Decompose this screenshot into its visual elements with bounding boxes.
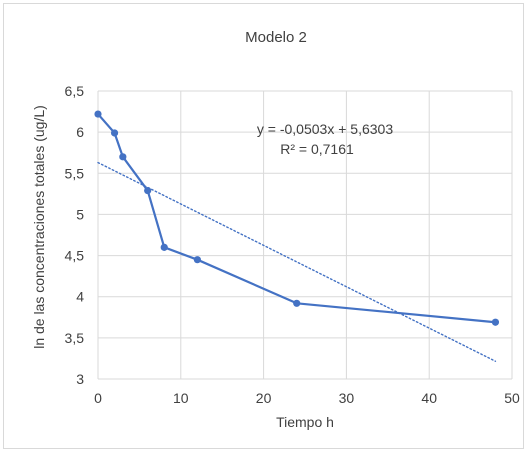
x-tick-label: 40 [421, 390, 437, 406]
x-tick-label: 20 [256, 390, 272, 406]
chart-title: Modelo 2 [245, 29, 307, 46]
series-layer [94, 110, 500, 326]
data-point [293, 299, 301, 307]
y-tick-label: 6,5 [65, 83, 85, 99]
y-tick-label: 4,5 [65, 248, 85, 264]
trendline [97, 161, 497, 362]
data-point [119, 153, 127, 161]
data-point [160, 243, 168, 251]
y-tick-label: 4 [76, 289, 84, 305]
y-tick-label: 5,5 [65, 165, 85, 181]
trendline-equation: y = -0,0503x + 5,6303 [257, 121, 393, 137]
x-tick-label: 50 [504, 390, 520, 406]
data-point [193, 256, 201, 264]
data-point [94, 110, 102, 118]
y-tick-label: 6 [76, 124, 84, 140]
trendline-layer [97, 161, 497, 362]
x-tick-label: 10 [173, 390, 189, 406]
x-axis-title: Tiempo h [276, 414, 334, 430]
y-tick-label: 5 [76, 206, 84, 222]
x-tick-labels: 0 10 20 30 40 50 [94, 390, 520, 406]
y-tick-label: 3,5 [65, 330, 85, 346]
x-tick-label: 30 [339, 390, 355, 406]
data-point [491, 318, 500, 326]
trendline-r-squared: R² = 0,7161 [280, 141, 354, 157]
series-line [97, 113, 496, 324]
y-tick-label: 3 [76, 371, 84, 387]
y-tick-labels: 3 3,5 4 4,5 5 5,5 6 6,5 [65, 83, 85, 387]
chart-frame: 0 10 20 30 40 50 3 3,5 4 4,5 5 5,5 6 6,5 Modelo 2 Ti… [3, 3, 524, 449]
chart-svg: 0 10 20 30 40 50 3 3,5 4 4,5 5 5,5 6 6,5 Modelo 2 Ti… [31, 29, 520, 430]
data-point [110, 129, 119, 137]
data-point [144, 186, 152, 195]
grid-lines [97, 90, 513, 380]
x-tick-label: 0 [94, 390, 102, 406]
y-axis-title: ln de las concentraciones totales (ug/L) [31, 105, 47, 349]
